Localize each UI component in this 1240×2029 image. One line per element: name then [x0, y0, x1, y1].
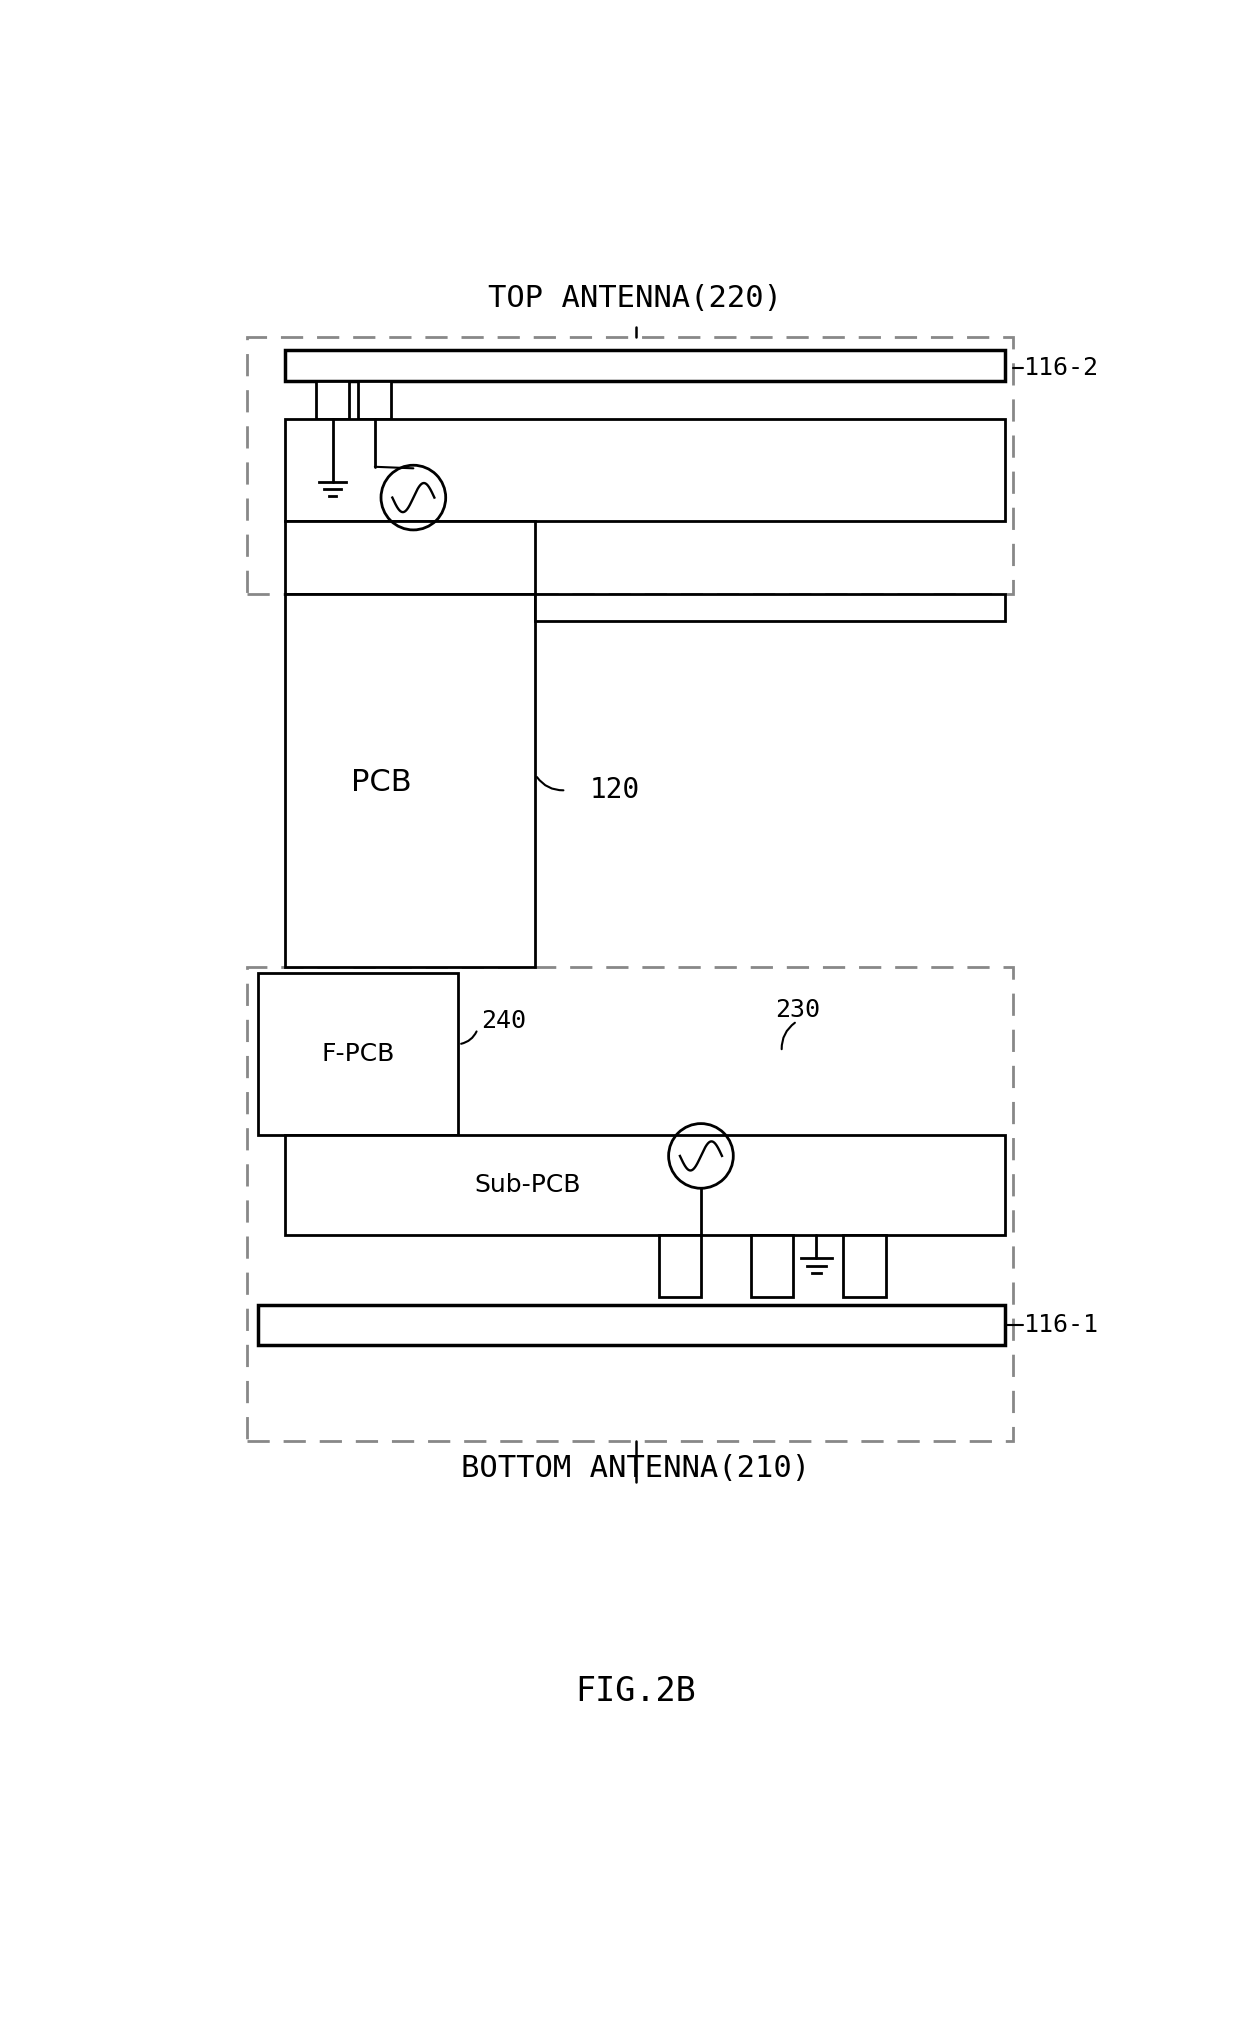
Text: 116-1: 116-1 — [1024, 1313, 1100, 1337]
Bar — [258, 1305, 1006, 1345]
Text: 116-2: 116-2 — [1024, 357, 1100, 379]
Text: Sub-PCB: Sub-PCB — [475, 1173, 582, 1197]
Bar — [285, 521, 536, 594]
Text: PCB: PCB — [351, 769, 412, 797]
Bar — [316, 381, 350, 420]
Bar — [751, 1236, 794, 1297]
Text: TOP ANTENNA(220): TOP ANTENNA(220) — [489, 284, 782, 312]
Text: BOTTOM ANTENNA(210): BOTTOM ANTENNA(210) — [461, 1455, 810, 1483]
Text: FIG.2B: FIG.2B — [575, 1674, 696, 1708]
FancyArrowPatch shape — [537, 777, 563, 791]
Bar — [358, 381, 392, 420]
Bar — [285, 1134, 1006, 1236]
Text: 230: 230 — [775, 998, 820, 1023]
Text: 120: 120 — [589, 777, 640, 803]
Bar — [285, 349, 1006, 381]
FancyArrowPatch shape — [461, 1031, 476, 1043]
Bar — [285, 420, 1006, 521]
Bar — [247, 337, 1013, 594]
Bar — [247, 968, 1013, 1441]
Bar — [536, 594, 1006, 621]
Text: F-PCB: F-PCB — [321, 1043, 396, 1067]
Bar — [285, 594, 536, 968]
Bar — [658, 1236, 701, 1297]
Bar — [843, 1236, 885, 1297]
FancyArrowPatch shape — [781, 1023, 795, 1049]
Text: 240: 240 — [481, 1008, 527, 1033]
Bar — [258, 974, 459, 1134]
